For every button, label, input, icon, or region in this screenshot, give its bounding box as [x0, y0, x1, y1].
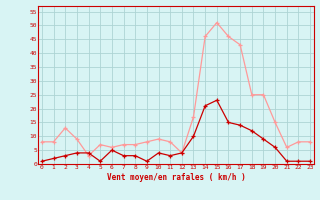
X-axis label: Vent moyen/en rafales ( km/h ): Vent moyen/en rafales ( km/h ) — [107, 173, 245, 182]
